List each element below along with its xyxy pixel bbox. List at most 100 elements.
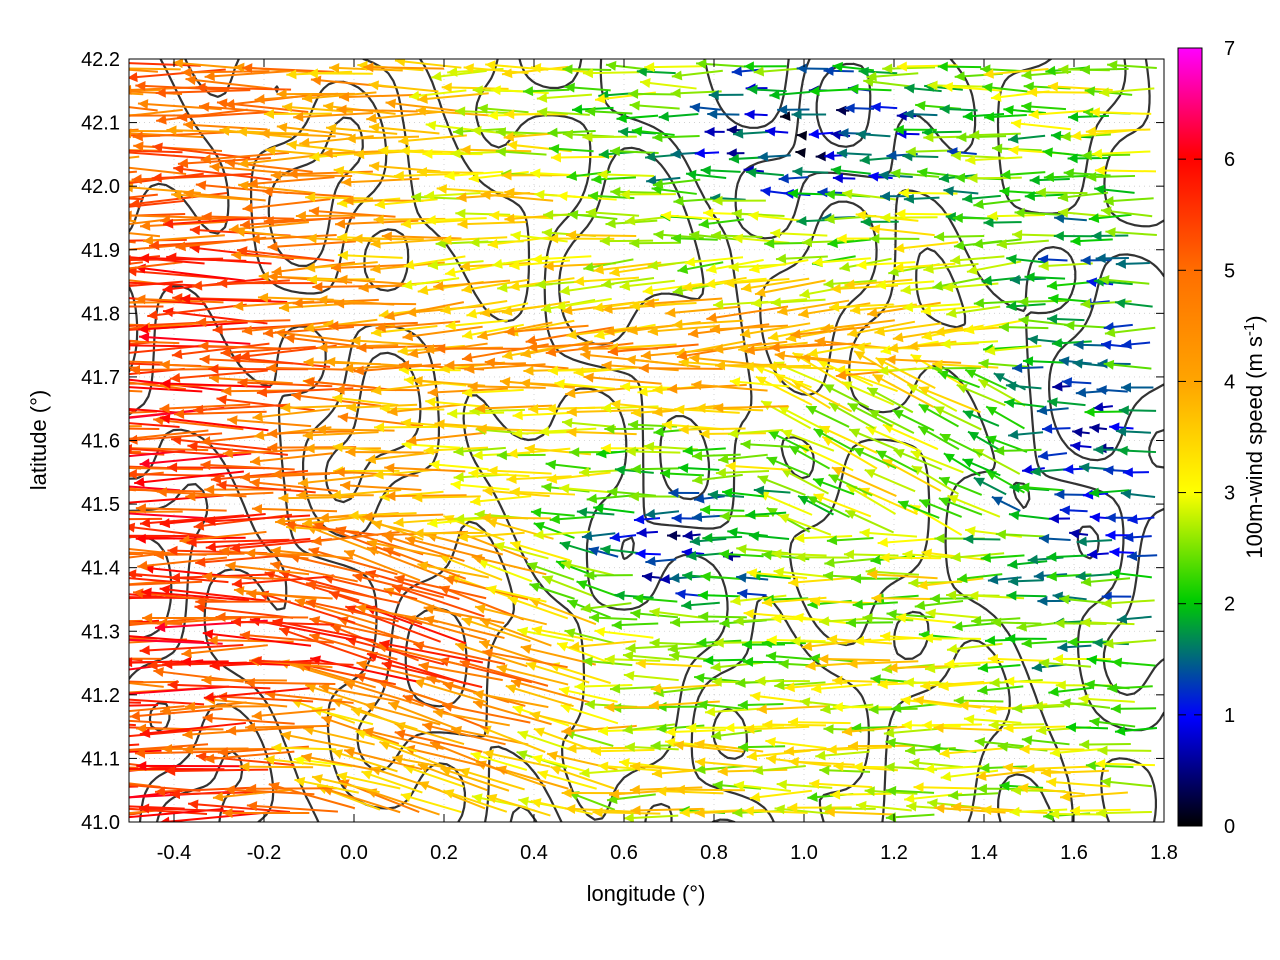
wind-arrow bbox=[1110, 703, 1157, 714]
wind-arrow bbox=[660, 468, 704, 479]
wind-arrow bbox=[455, 106, 509, 117]
wind-arrow bbox=[805, 405, 850, 428]
wind-arrow bbox=[305, 580, 400, 604]
wind-arrow bbox=[370, 382, 442, 396]
wind-arrow bbox=[869, 233, 920, 244]
wind-arrow bbox=[642, 282, 703, 296]
wind-arrow bbox=[129, 488, 203, 493]
wind-arrow bbox=[522, 86, 570, 97]
wind-arrow bbox=[435, 343, 525, 354]
wind-arrow bbox=[482, 648, 568, 669]
wind-arrow bbox=[971, 615, 1021, 626]
wind-arrow bbox=[1080, 576, 1131, 587]
wind-arrow bbox=[129, 488, 137, 492]
wind-arrow bbox=[1006, 590, 1047, 601]
wind-arrow bbox=[236, 126, 309, 137]
wind-arrow bbox=[1009, 274, 1046, 285]
wind-arrow bbox=[610, 186, 661, 197]
wind-arrow bbox=[554, 379, 616, 390]
wind-vectors bbox=[129, 59, 1158, 822]
wind-arrow bbox=[180, 293, 288, 304]
wind-arrow bbox=[708, 89, 744, 100]
wind-arrow bbox=[963, 534, 1001, 545]
wind-arrow bbox=[209, 659, 316, 671]
wind-arrow bbox=[668, 487, 700, 498]
wind-arrow bbox=[671, 69, 723, 81]
wind-arrow bbox=[202, 713, 295, 725]
wind-arrow bbox=[1104, 326, 1156, 338]
wind-arrow bbox=[973, 198, 1021, 210]
wind-arrow bbox=[760, 186, 788, 197]
wind-arrow bbox=[688, 230, 740, 241]
wind-arrow bbox=[1047, 397, 1086, 408]
wind-arrow bbox=[155, 87, 251, 98]
wind-arrow bbox=[480, 512, 551, 523]
wind-arrow bbox=[977, 662, 1021, 673]
wind-arrow bbox=[548, 233, 615, 244]
wind-arrow bbox=[1047, 81, 1113, 92]
y-tick-label: 42.1 bbox=[81, 113, 120, 135]
wind-arrow bbox=[777, 299, 850, 316]
wind-arrow bbox=[129, 510, 183, 513]
wind-arrow bbox=[520, 340, 593, 359]
wind-arrow bbox=[394, 59, 462, 69]
wind-arrow bbox=[251, 707, 336, 721]
wind-arrow bbox=[903, 193, 940, 204]
wind-arrow bbox=[472, 699, 552, 726]
wind-arrow bbox=[895, 612, 956, 624]
wind-arrow bbox=[609, 788, 682, 800]
wind-arrow bbox=[629, 300, 697, 311]
wind-arrow bbox=[681, 600, 720, 611]
wind-arrow bbox=[953, 695, 1004, 706]
wind-arrow bbox=[1126, 551, 1158, 562]
wind-arrow bbox=[952, 213, 999, 224]
wind-arrow bbox=[244, 677, 336, 688]
wind-arrow bbox=[745, 509, 787, 520]
wind-arrow bbox=[796, 63, 829, 74]
wind-arrow bbox=[129, 444, 224, 456]
wind-arrow bbox=[467, 381, 546, 392]
wind-arrow bbox=[512, 410, 574, 421]
wind-arrow bbox=[847, 658, 919, 669]
wind-arrow bbox=[325, 356, 402, 367]
wind-arrow bbox=[710, 661, 764, 672]
wind-arrow bbox=[737, 699, 784, 710]
wind-arrow bbox=[824, 807, 895, 818]
wind-arrow bbox=[368, 122, 440, 135]
x-tick-label: 0.4 bbox=[520, 842, 548, 864]
wind-arrow bbox=[251, 503, 338, 514]
wind-arrow bbox=[569, 640, 637, 652]
wind-arrow bbox=[882, 63, 936, 74]
y-tick-label: 41.4 bbox=[81, 558, 120, 580]
wind-arrow bbox=[263, 215, 356, 226]
wind-arrow bbox=[496, 450, 546, 461]
wind-arrow bbox=[441, 235, 508, 246]
wind-arrow bbox=[866, 386, 914, 414]
wind-arrow bbox=[732, 128, 769, 139]
wind-arrow bbox=[854, 635, 916, 646]
wind-arrow bbox=[1111, 657, 1156, 668]
wind-arrow bbox=[270, 546, 354, 560]
wind-arrow bbox=[828, 473, 873, 497]
wind-arrow bbox=[707, 109, 740, 120]
wind-arrow bbox=[1085, 126, 1151, 137]
wind-arrow bbox=[453, 446, 506, 457]
wind-arrow bbox=[284, 520, 379, 537]
wind-arrow bbox=[584, 570, 633, 581]
wind-arrow bbox=[510, 678, 590, 704]
wind-arrow bbox=[697, 590, 741, 601]
wind-arrow bbox=[507, 447, 571, 459]
colorbar-tick-label: 5 bbox=[1224, 260, 1235, 282]
wind-arrow bbox=[592, 807, 661, 818]
wind-arrow bbox=[859, 528, 918, 539]
y-axis-label: latitude (°) bbox=[26, 390, 51, 491]
wind-arrow bbox=[545, 403, 611, 414]
wind-arrow bbox=[204, 750, 295, 764]
wind-arrow bbox=[977, 378, 1026, 407]
wind-arrow bbox=[531, 254, 592, 265]
colorbar-tick-label: 4 bbox=[1224, 371, 1235, 393]
wind-arrow bbox=[246, 588, 333, 600]
wind-arrow bbox=[392, 754, 465, 773]
y-tick-label: 41.7 bbox=[81, 367, 120, 389]
wind-arrow bbox=[153, 549, 245, 560]
